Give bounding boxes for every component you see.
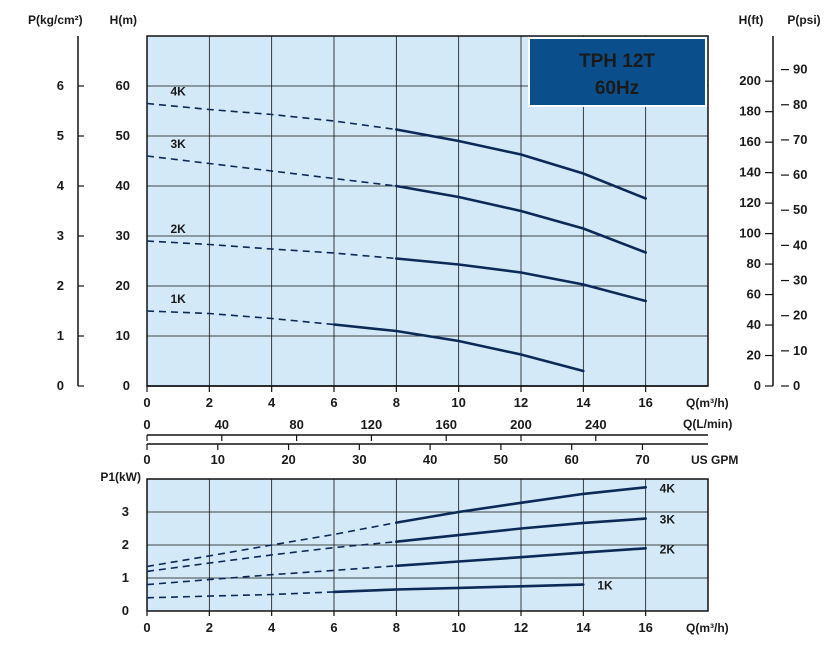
power-flow-tick-label: 2	[206, 620, 213, 635]
power-flow-tick-label: 16	[638, 620, 652, 635]
flow-lpm-tick-label: 40	[215, 417, 229, 432]
flow-lpm-tick-label: 80	[289, 417, 303, 432]
pressure-psi-tick-label: 10	[793, 343, 807, 358]
head-series-label-3K: 3K	[170, 137, 186, 151]
flow-lpm-axis-label: Q(L/min)	[683, 417, 732, 431]
flow-m3h-tick-label: 10	[451, 395, 465, 410]
model-badge-frequency: 60Hz	[595, 78, 639, 99]
power-tick-label: 0	[122, 603, 129, 618]
head-m-tick-label: 10	[116, 328, 130, 343]
power-series-label-3K: 3K	[660, 513, 676, 527]
head-ft-tick-label: 180	[739, 104, 761, 119]
pressure-psi-axis-label: P(psi)	[787, 13, 820, 27]
flow-m3h-tick-label: 4	[268, 395, 276, 410]
power-tick-label: 2	[122, 537, 129, 552]
head-m-tick-label: 30	[116, 228, 130, 243]
pressure-psi-tick-label: 20	[793, 308, 807, 323]
pressure-psi-tick-label: 90	[793, 62, 807, 77]
pressure-psi-tick-label: 60	[793, 167, 807, 182]
head-ft-tick-label: 100	[739, 226, 761, 241]
pressure-kg-axis-label: P(kg/cm²)	[28, 13, 83, 27]
power-flow-tick-label: 14	[576, 620, 591, 635]
head-ft-tick-label: 0	[754, 378, 761, 393]
head-m-tick-label: 60	[116, 78, 130, 93]
power-tick-label: 1	[122, 570, 129, 585]
flow-lpm-tick-label: 200	[510, 417, 532, 432]
flow-gpm-tick-label: 60	[564, 452, 578, 467]
head-series-label-4K: 4K	[170, 85, 186, 99]
power-tick-label: 3	[122, 504, 129, 519]
head-ft-tick-label: 140	[739, 165, 761, 180]
power-flow-tick-label: 10	[451, 620, 465, 635]
power-flow-axis-label: Q(m³/h)	[686, 621, 729, 635]
flow-gpm-tick-label: 10	[211, 452, 225, 467]
power-flow-tick-label: 12	[514, 620, 528, 635]
flow-lpm-tick-label: 240	[585, 417, 607, 432]
flow-m3h-tick-label: 8	[393, 395, 400, 410]
power-flow-tick-label: 4	[268, 620, 276, 635]
flow-gpm-axis-label: US GPM	[691, 453, 738, 467]
power-flow-tick-label: 8	[393, 620, 400, 635]
head-m-tick-label: 0	[123, 378, 130, 393]
flow-lpm-tick-label: 120	[361, 417, 383, 432]
pressure-kg-tick-label: 2	[57, 278, 64, 293]
power-series-label-2K: 2K	[660, 542, 676, 556]
flow-gpm-tick-label: 50	[494, 452, 508, 467]
pressure-psi-tick-label: 0	[793, 378, 800, 393]
flow-m3h-axis-label: Q(m³/h)	[686, 396, 729, 410]
head-ft-tick-label: 120	[739, 195, 761, 210]
head-m-tick-label: 20	[116, 278, 130, 293]
head-m-tick-label: 50	[116, 128, 130, 143]
pressure-psi-tick-label: 40	[793, 237, 807, 252]
pressure-kg-tick-label: 1	[57, 328, 64, 343]
pressure-kg-tick-label: 0	[57, 378, 64, 393]
pressure-kg-tick-label: 3	[57, 228, 64, 243]
head-ft-axis-label: H(ft)	[739, 13, 764, 27]
flow-gpm-tick-label: 40	[423, 452, 437, 467]
model-badge-name: TPH 12T	[579, 51, 655, 72]
flow-m3h-tick-label: 6	[330, 395, 337, 410]
power-series-label-1K: 1K	[597, 579, 613, 593]
pressure-psi-tick-label: 80	[793, 97, 807, 112]
pressure-kg-tick-label: 4	[57, 178, 65, 193]
flow-lpm-tick-label: 0	[143, 417, 150, 432]
power-flow-tick-label: 6	[330, 620, 337, 635]
flow-gpm-tick-label: 20	[281, 452, 295, 467]
flow-m3h-tick-label: 16	[638, 395, 652, 410]
pressure-kg-tick-label: 6	[57, 78, 64, 93]
head-m-tick-label: 40	[116, 178, 130, 193]
pressure-kg-tick-label: 5	[57, 128, 64, 143]
head-series-label-1K: 1K	[170, 292, 186, 306]
power-axis-label: P1(kW)	[100, 470, 141, 484]
flow-m3h-tick-label: 14	[576, 395, 591, 410]
flow-m3h-tick-label: 2	[206, 395, 213, 410]
pressure-psi-tick-label: 50	[793, 202, 807, 217]
head-ft-tick-label: 200	[739, 73, 761, 88]
head-ft-tick-label: 40	[747, 317, 761, 332]
flow-lpm-tick-label: 160	[435, 417, 457, 432]
flow-m3h-tick-label: 12	[514, 395, 528, 410]
head-ft-tick-label: 160	[739, 134, 761, 149]
head-m-axis-label: H(m)	[110, 13, 137, 27]
flow-gpm-tick-label: 70	[635, 452, 649, 467]
flow-m3h-tick-label: 0	[143, 395, 150, 410]
head-series-label-2K: 2K	[170, 222, 186, 236]
flow-gpm-tick-label: 30	[352, 452, 366, 467]
head-ft-tick-label: 80	[747, 256, 761, 271]
flow-gpm-tick-label: 0	[143, 452, 150, 467]
power-series-label-4K: 4K	[660, 481, 676, 495]
power-flow-tick-label: 0	[143, 620, 150, 635]
model-badge: TPH 12T 60Hz	[529, 38, 706, 106]
pressure-psi-tick-label: 70	[793, 132, 807, 147]
head-ft-tick-label: 20	[747, 348, 761, 363]
pressure-psi-tick-label: 30	[793, 273, 807, 288]
head-ft-tick-label: 60	[747, 287, 761, 302]
